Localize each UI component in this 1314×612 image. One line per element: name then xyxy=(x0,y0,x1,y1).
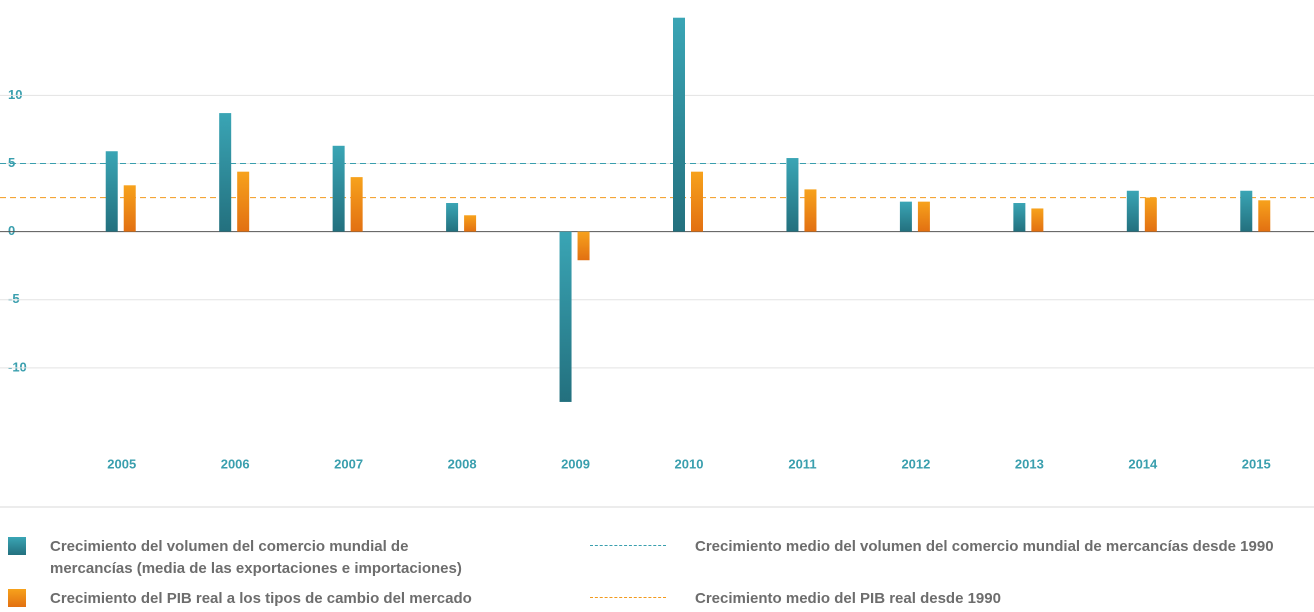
y-tick-label: -10 xyxy=(8,359,27,374)
x-tick-label: 2012 xyxy=(901,456,930,471)
y-tick-label: 5 xyxy=(8,155,15,170)
x-tick-label: 2014 xyxy=(1128,456,1158,471)
bar xyxy=(332,145,345,232)
bar xyxy=(899,201,912,232)
legend-label: Crecimiento medio del PIB real desde 199… xyxy=(695,590,1001,607)
bar xyxy=(219,113,232,232)
x-tick-label: 2015 xyxy=(1242,456,1271,471)
bar xyxy=(691,171,703,232)
bar xyxy=(123,185,136,232)
bar xyxy=(1126,190,1139,232)
x-tick-label: 2009 xyxy=(561,456,590,471)
bar xyxy=(673,17,685,232)
x-tick-label: 2007 xyxy=(334,456,363,471)
bar xyxy=(446,203,459,232)
bar xyxy=(917,201,930,232)
bar xyxy=(1013,203,1026,232)
legend-dash xyxy=(590,597,666,598)
bar xyxy=(577,231,590,261)
bar xyxy=(804,189,817,232)
legend-label: Crecimiento medio del volumen del comerc… xyxy=(695,538,1274,555)
legend-label: Crecimiento del PIB real a los tipos de … xyxy=(50,590,472,607)
x-tick-label: 2005 xyxy=(107,456,136,471)
bar xyxy=(350,177,363,232)
x-tick-label: 2008 xyxy=(448,456,477,471)
bar xyxy=(1144,197,1157,232)
legend-label: Crecimiento del volumen del comercio mun… xyxy=(50,538,462,577)
bar xyxy=(786,158,799,232)
bar xyxy=(105,151,118,232)
bar xyxy=(1258,200,1271,232)
bar xyxy=(464,215,477,232)
x-tick-label: 2010 xyxy=(675,456,704,471)
legend-dash xyxy=(590,545,666,546)
y-tick-label: 10 xyxy=(8,87,22,102)
x-tick-label: 2013 xyxy=(1015,456,1044,471)
legend-swatch xyxy=(8,589,26,607)
bar xyxy=(1031,208,1044,232)
legend-swatch xyxy=(8,537,26,555)
y-tick-label: -5 xyxy=(8,291,20,306)
bar xyxy=(1240,190,1253,232)
y-tick-label: 0 xyxy=(8,223,15,238)
x-tick-label: 2006 xyxy=(221,456,250,471)
x-tick-label: 2011 xyxy=(788,456,816,471)
bar xyxy=(237,171,250,232)
bar xyxy=(559,231,572,402)
